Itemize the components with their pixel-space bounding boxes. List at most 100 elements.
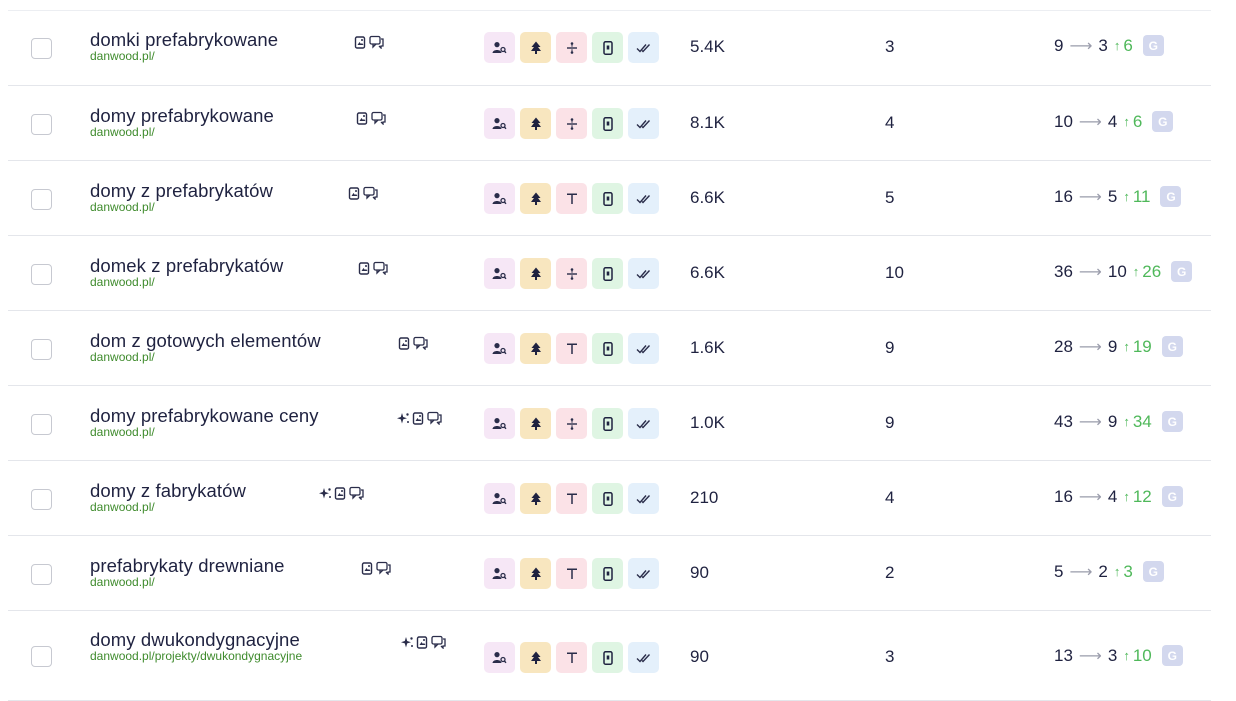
google-badge-icon[interactable]: G xyxy=(1152,111,1174,132)
comments-feature-icon xyxy=(373,261,389,275)
ranking-url[interactable]: danwood.pl/ xyxy=(90,125,155,139)
keyword-label[interactable]: domki prefabrykowane xyxy=(90,29,279,50)
row-checkbox[interactable] xyxy=(31,114,52,135)
tree-tag xyxy=(520,483,551,514)
position-from: 10 xyxy=(1054,111,1073,131)
google-badge-icon[interactable]: G xyxy=(1142,35,1164,56)
keyword-label[interactable]: domy z fabrykatów xyxy=(90,480,246,501)
table-row: domek z prefabrykatów danwood.pl/6.6K 10 36… xyxy=(8,236,1211,311)
tree-tag xyxy=(520,183,551,214)
row-checkbox[interactable] xyxy=(31,339,52,360)
ranking-url[interactable]: danwood.pl/ xyxy=(90,500,155,514)
row-checkbox[interactable] xyxy=(31,38,52,59)
google-badge-icon[interactable]: G xyxy=(1161,486,1183,507)
mobile-tag xyxy=(592,32,623,63)
ai-sparkle-icon xyxy=(396,412,410,425)
mobile-tag xyxy=(592,408,623,439)
arrow-right-icon: ⟶ xyxy=(1078,263,1102,281)
ranking-url[interactable]: danwood.pl/ xyxy=(90,425,155,439)
position-change: 5 ⟶ 2 ↑ 3 G xyxy=(1054,561,1164,582)
ranking-url[interactable]: danwood.pl/ xyxy=(90,275,155,289)
row-checkbox[interactable] xyxy=(31,564,52,585)
table-row: domy z prefabrykatów danwood.pl/6.6K 5 16 ⟶ 5… xyxy=(8,161,1211,236)
row-checkbox[interactable] xyxy=(31,646,52,667)
intent-tags xyxy=(484,558,659,589)
keyword-label[interactable]: domy dwukondygnacyjne xyxy=(90,629,300,650)
row-checkbox[interactable] xyxy=(31,189,52,210)
row-checkbox[interactable] xyxy=(31,414,52,435)
row-checkbox[interactable] xyxy=(31,489,52,510)
keyword-label[interactable]: dom z gotowych elementów xyxy=(90,330,321,351)
position-gain: ↑ 26 xyxy=(1133,262,1161,282)
mobile-tag xyxy=(592,333,623,364)
comments-feature-icon xyxy=(376,561,392,575)
google-badge-icon[interactable]: G xyxy=(1142,561,1164,582)
image-feature-icon xyxy=(358,261,371,275)
search-volume: 6.6K xyxy=(690,263,725,282)
keyword-label[interactable]: domy z prefabrykatów xyxy=(90,180,273,201)
keyword-label[interactable]: domek z prefabrykatów xyxy=(90,255,284,276)
position-gain-value: 3 xyxy=(1123,561,1133,581)
position-to: 9 xyxy=(1107,411,1118,431)
arrow-right-icon: ⟶ xyxy=(1069,37,1093,55)
intent-top-tag xyxy=(556,558,587,589)
search-volume: 6.6K xyxy=(690,188,725,207)
user-search-tag xyxy=(484,642,515,673)
position-to: 3 xyxy=(1098,35,1108,55)
checked-tag xyxy=(628,333,659,364)
arrow-right-icon: ⟶ xyxy=(1078,338,1102,356)
user-search-tag xyxy=(484,408,515,439)
google-badge-icon[interactable]: G xyxy=(1161,411,1183,432)
arrow-up-icon: ↑ xyxy=(1123,489,1130,504)
table-row: prefabrykaty drewniane danwood.pl/90 2 5 ⟶ 2 ↑… xyxy=(8,536,1211,611)
keyword-label[interactable]: prefabrykaty drewniane xyxy=(90,555,285,576)
position-to: 10 xyxy=(1107,261,1127,281)
intent-top-tag xyxy=(556,183,587,214)
image-feature-icon xyxy=(356,111,369,125)
keyword-label[interactable]: domy prefabrykowane ceny xyxy=(90,405,319,426)
keyword-label[interactable]: domy prefabrykowane xyxy=(90,105,274,126)
table-row: domy z fabrykatów danwood.pl/210 4 16 ⟶ 4 ↑ 12 G xyxy=(8,461,1211,536)
checked-tag xyxy=(628,258,659,289)
ranking-url[interactable]: danwood.pl/ xyxy=(90,575,155,589)
intent-tags xyxy=(484,108,659,139)
position-gain-value: 26 xyxy=(1142,261,1162,281)
ranking-url[interactable]: danwood.pl/ xyxy=(90,200,155,214)
ranking-url[interactable]: danwood.pl/ xyxy=(90,350,155,364)
image-feature-icon xyxy=(361,561,374,575)
position-from: 43 xyxy=(1054,411,1073,431)
user-search-tag xyxy=(484,108,515,139)
ranking-url[interactable]: danwood.pl/projekty/dwukondygnacyjne xyxy=(90,649,303,663)
tree-tag xyxy=(520,642,551,673)
table-row: domy dwukondygnacyjne danwood.pl/projekty… xyxy=(8,611,1211,701)
google-badge-icon[interactable]: G xyxy=(1171,261,1193,282)
intent-tags xyxy=(484,408,659,439)
intent-tags xyxy=(484,183,659,214)
keyword-count: 2 xyxy=(885,563,895,582)
intent-top-tag xyxy=(556,483,587,514)
position-change: 36 ⟶ 10 ↑ 26 G xyxy=(1054,261,1193,282)
arrow-up-icon: ↑ xyxy=(1113,38,1121,53)
google-badge-icon[interactable]: G xyxy=(1161,645,1183,666)
row-checkbox[interactable] xyxy=(31,264,52,285)
position-from: 36 xyxy=(1054,261,1073,281)
google-badge-icon[interactable]: G xyxy=(1161,336,1183,357)
checked-tag xyxy=(628,32,659,63)
search-volume: 8.1K xyxy=(690,113,725,132)
intent-tags xyxy=(484,642,659,673)
arrow-right-icon: ⟶ xyxy=(1078,188,1102,206)
intent-divide-tag xyxy=(556,108,587,139)
position-change: 28 ⟶ 9 ↑ 19 G xyxy=(1054,336,1183,357)
position-from: 13 xyxy=(1054,645,1073,665)
arrow-right-icon: ⟶ xyxy=(1078,113,1102,131)
comments-feature-icon xyxy=(349,486,365,500)
image-feature-icon xyxy=(416,635,429,649)
arrow-up-icon: ↑ xyxy=(1123,339,1130,354)
google-badge-icon[interactable]: G xyxy=(1160,186,1182,207)
ranking-url[interactable]: danwood.pl/ xyxy=(90,49,155,63)
user-search-tag xyxy=(484,483,515,514)
position-change: 16 ⟶ 4 ↑ 12 G xyxy=(1054,486,1183,507)
serp-features xyxy=(354,35,385,49)
keyword-count: 9 xyxy=(885,338,895,357)
comments-feature-icon xyxy=(413,336,429,350)
